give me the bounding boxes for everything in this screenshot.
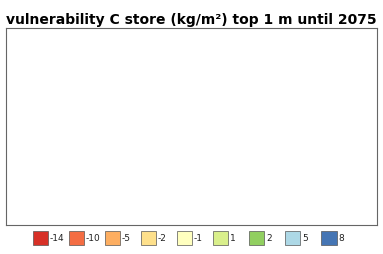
Text: -14: -14 — [50, 233, 64, 242]
Bar — [105, 231, 120, 245]
Text: -10: -10 — [86, 233, 101, 242]
Bar — [285, 231, 301, 245]
Text: -5: -5 — [122, 233, 131, 242]
Text: -2: -2 — [158, 233, 167, 242]
Text: 8: 8 — [338, 233, 344, 242]
Bar — [321, 231, 337, 245]
Title: vulnerability C store (kg/m²) top 1 m until 2075: vulnerability C store (kg/m²) top 1 m un… — [6, 13, 377, 27]
Bar — [213, 231, 228, 245]
Text: 1: 1 — [230, 233, 236, 242]
Text: -1: -1 — [194, 233, 203, 242]
Bar — [141, 231, 156, 245]
Text: 5: 5 — [302, 233, 308, 242]
Bar — [33, 231, 48, 245]
Bar — [249, 231, 264, 245]
Bar — [177, 231, 192, 245]
Text: 2: 2 — [266, 233, 272, 242]
Bar — [69, 231, 84, 245]
